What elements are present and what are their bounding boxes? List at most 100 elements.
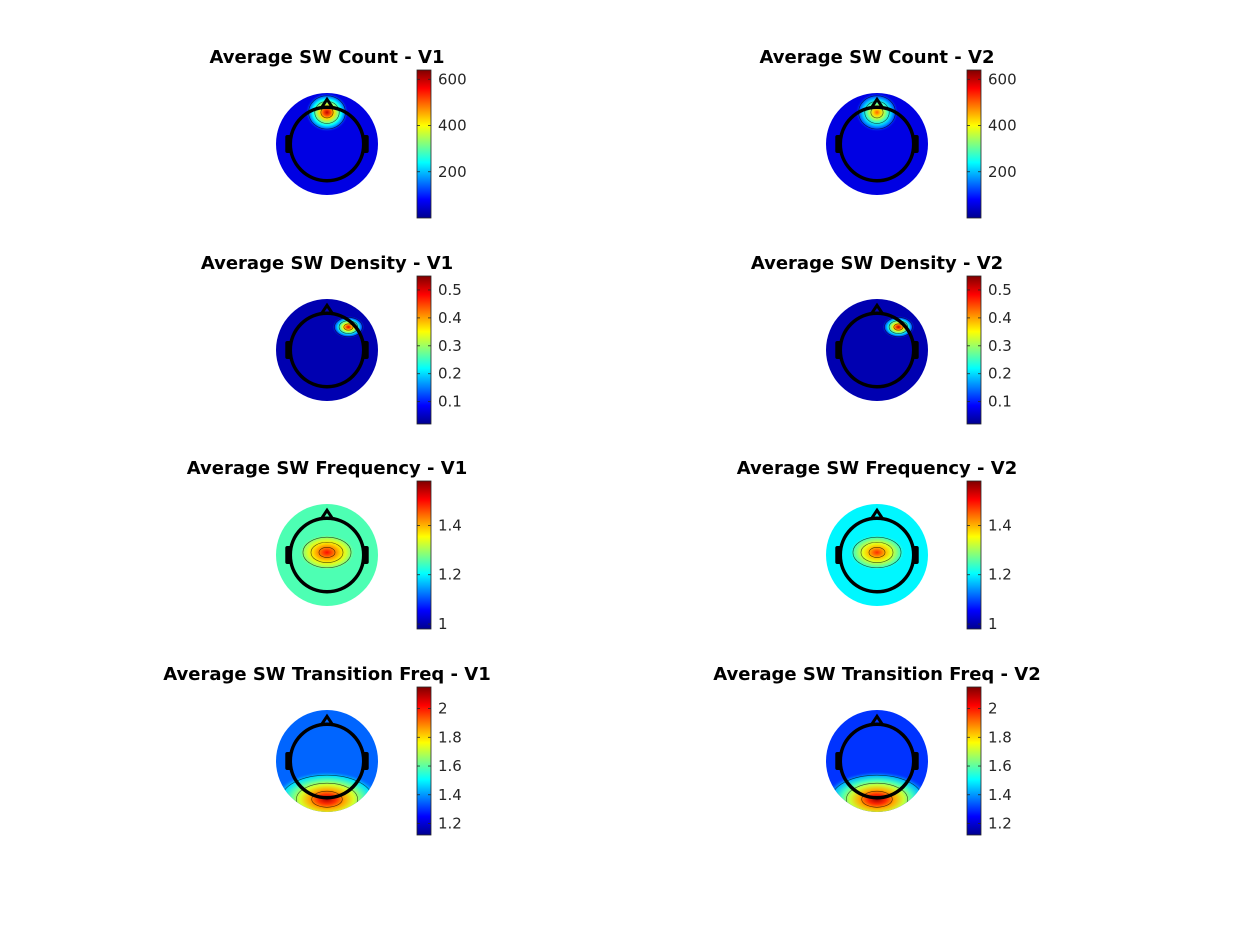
- contour-line: [860, 541, 894, 563]
- contour-line: [893, 323, 904, 331]
- left-ear: [835, 752, 842, 770]
- left-ear: [285, 546, 292, 564]
- contour-line: [884, 317, 913, 337]
- panel-transition-v1: Average SW Transition Freq - V1: [163, 664, 491, 685]
- colorbar-tick-label: 0.5: [438, 281, 462, 299]
- colorbar: [966, 686, 982, 836]
- nose-marker: [319, 507, 335, 521]
- colorbar-tick-label: 1.8: [438, 728, 462, 746]
- panel-title: Average SW Density - V1: [201, 253, 453, 274]
- colorbar-tick-label: 0.5: [988, 281, 1012, 299]
- contour-line: [861, 790, 893, 808]
- right-ear: [912, 546, 919, 564]
- panel-title: Average SW Transition Freq - V2: [713, 664, 1041, 685]
- contour-line: [343, 323, 354, 331]
- hotspot-right-frontal: [332, 315, 365, 339]
- topoplot-1: 200 400 600: [826, 69, 1017, 219]
- colorbar-tick-label: 1.8: [988, 728, 1012, 746]
- panel-frequency-v1: Average SW Frequency - V1: [187, 458, 468, 479]
- colorbar-tick-label: 0.4: [438, 309, 462, 327]
- left-ear: [285, 135, 292, 153]
- panel-density-v2: Average SW Density - V2: [751, 253, 1003, 274]
- plot-layer: 2004006002004006000.10.20.30.40.50.10.20…: [276, 69, 1017, 836]
- topoplot-2: 0.1 0.2 0.3 0.4 0.5: [276, 275, 462, 425]
- colorbar-tick-label: 1.2: [438, 566, 462, 584]
- colorbar-tick-label: 0.2: [438, 365, 462, 383]
- colorbar-tick-label: 600: [988, 70, 1017, 88]
- colorbar-tick-label: 1.4: [438, 516, 462, 534]
- colorbar-tick-label: 0.3: [988, 337, 1012, 355]
- contour-line: [311, 790, 343, 808]
- colorbar-tick-label: 1.2: [438, 815, 462, 833]
- colorbar-tick-label: 1.6: [988, 757, 1012, 775]
- hotspot-central: [298, 534, 356, 571]
- colorbar-tick-label: 400: [988, 117, 1017, 135]
- colorbar-tick-label: 1.4: [988, 516, 1012, 534]
- colorbar: [416, 480, 432, 630]
- colorbar: [966, 275, 982, 425]
- colorbar: [416, 69, 432, 219]
- contour-line: [868, 547, 886, 558]
- right-ear: [362, 546, 369, 564]
- right-ear: [912, 135, 919, 153]
- right-ear: [362, 135, 369, 153]
- contour-line: [852, 536, 902, 569]
- colorbar-tick-label: 1.2: [988, 815, 1012, 833]
- right-ear: [912, 341, 919, 359]
- panel-title: Average SW Count - V1: [210, 47, 445, 68]
- colorbar-tick-label: 200: [988, 163, 1017, 181]
- panel-count-v2: Average SW Count - V2: [760, 47, 995, 68]
- topoplot-0: 200 400 600: [276, 69, 467, 219]
- colorbar-tick-label: 1.6: [438, 757, 462, 775]
- colorbar-tick-label: 600: [438, 70, 467, 88]
- right-ear: [362, 752, 369, 770]
- contour-line: [318, 547, 336, 558]
- topoplot-5: 1 1.2 1.4: [826, 480, 1012, 633]
- panel-title: Average SW Density - V2: [751, 253, 1003, 274]
- colorbar-tick-label: 400: [438, 117, 467, 135]
- colorbar: [966, 480, 982, 630]
- nose-marker: [319, 96, 335, 110]
- colorbar-tick-label: 2: [988, 700, 998, 718]
- colorbar-tick-label: 0.3: [438, 337, 462, 355]
- panel-title: Average SW Frequency - V2: [737, 458, 1018, 479]
- panel-count-v1: Average SW Count - V1: [210, 47, 445, 68]
- hotspot-right-frontal: [882, 315, 915, 339]
- panel-density-v1: Average SW Density - V1: [201, 253, 453, 274]
- left-ear: [285, 752, 292, 770]
- nose-marker: [869, 302, 885, 316]
- colorbar-tick-label: 0.1: [988, 393, 1012, 411]
- left-ear: [835, 135, 842, 153]
- hotspot-central: [848, 534, 906, 571]
- colorbar-tick-label: 2: [438, 700, 448, 718]
- panel-title: Average SW Transition Freq - V1: [163, 664, 491, 685]
- nose-marker: [869, 713, 885, 727]
- colorbar-tick-label: 1.4: [438, 786, 462, 804]
- colorbar-tick-label: 0.1: [438, 393, 462, 411]
- right-ear: [912, 752, 919, 770]
- colorbar-tick-label: 200: [438, 163, 467, 181]
- topoplot-6: 1.2 1.4 1.6 1.8 2: [276, 686, 462, 836]
- hotspot-frontal: [855, 93, 899, 132]
- panel-transition-v2: Average SW Transition Freq - V2: [713, 664, 1041, 685]
- left-ear: [835, 546, 842, 564]
- panel-frequency-v2: Average SW Frequency - V2: [737, 458, 1018, 479]
- topoplot-3: 0.1 0.2 0.3 0.4 0.5: [826, 275, 1012, 425]
- right-ear: [362, 341, 369, 359]
- topoplot-4: 1 1.2 1.4: [276, 480, 462, 633]
- contour-line: [846, 782, 908, 812]
- colorbar-tick-label: 1: [438, 615, 448, 633]
- topoplot-7: 1.2 1.4 1.6 1.8 2: [826, 686, 1012, 836]
- nose-marker: [869, 507, 885, 521]
- left-ear: [285, 341, 292, 359]
- contour-line: [310, 541, 344, 563]
- colorbar-tick-label: 1.2: [988, 566, 1012, 584]
- panel-title: Average SW Count - V2: [760, 47, 995, 68]
- colorbar-tick-label: 0.4: [988, 309, 1012, 327]
- contour-line: [334, 317, 363, 337]
- colorbar-tick-label: 0.2: [988, 365, 1012, 383]
- hotspot-frontal: [305, 93, 349, 132]
- nose-marker: [319, 302, 335, 316]
- colorbar: [966, 69, 982, 219]
